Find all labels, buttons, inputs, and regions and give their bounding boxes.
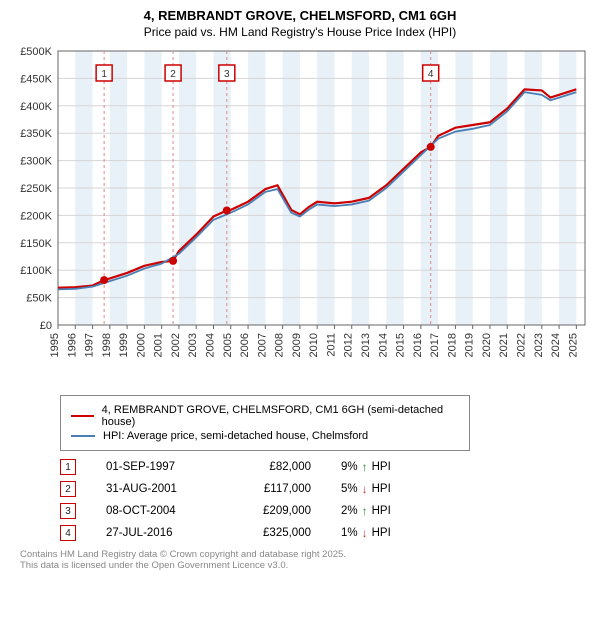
chart-title: 4, REMBRANDT GROVE, CHELMSFORD, CM1 6GH (10, 8, 590, 23)
svg-text:2017: 2017 (429, 333, 441, 357)
svg-text:1: 1 (101, 69, 107, 80)
svg-text:2012: 2012 (343, 333, 355, 357)
transaction-table: 1 01-SEP-1997 £82,000 9% ↑ HPI 2 31-AUG-2001 £11… (60, 459, 590, 541)
chart-area: £0 £50K £100K £150K £200K £250K £300K £350K £400… (10, 45, 590, 385)
footer-attribution: Contains HM Land Registry data © Crown c… (20, 549, 590, 571)
svg-text:4: 4 (428, 69, 434, 80)
legend-label: HPI: Average price, semi-detached house,… (103, 430, 368, 442)
svg-text:£150K: £150K (20, 238, 52, 250)
hpi-label: HPI (372, 461, 391, 473)
legend-swatch (71, 435, 95, 437)
svg-text:2007: 2007 (256, 333, 268, 357)
svg-text:1995: 1995 (49, 333, 61, 357)
svg-text:2014: 2014 (377, 333, 389, 357)
transaction-date: 08-OCT-2004 (106, 505, 206, 517)
chart-subtitle: Price paid vs. HM Land Registry's House … (10, 25, 590, 39)
svg-text:£400K: £400K (20, 101, 52, 113)
svg-text:2023: 2023 (533, 333, 545, 357)
hpi-label: HPI (372, 505, 391, 517)
svg-text:£50K: £50K (26, 293, 52, 305)
transaction-row: 1 01-SEP-1997 £82,000 9% ↑ HPI (60, 459, 590, 475)
transaction-hpi: 1% ↓ HPI (341, 526, 391, 540)
transaction-price: £82,000 (236, 461, 311, 473)
transaction-row: 4 27-JUL-2016 £325,000 1% ↓ HPI (60, 525, 590, 541)
svg-text:2018: 2018 (446, 333, 458, 357)
transaction-row: 2 31-AUG-2001 £117,000 5% ↓ HPI (60, 481, 590, 497)
svg-text:2: 2 (170, 69, 176, 80)
legend: 4, REMBRANDT GROVE, CHELMSFORD, CM1 6GH … (60, 395, 470, 451)
transaction-hpi: 5% ↓ HPI (341, 482, 391, 496)
transaction-price: £325,000 (236, 527, 311, 539)
svg-text:2001: 2001 (153, 333, 165, 357)
svg-text:2011: 2011 (325, 333, 337, 357)
arrow-down-icon: ↓ (362, 482, 368, 496)
svg-text:2006: 2006 (239, 333, 251, 357)
svg-text:£350K: £350K (20, 128, 52, 140)
legend-item: HPI: Average price, semi-detached house,… (71, 430, 459, 442)
transaction-date: 31-AUG-2001 (106, 483, 206, 495)
transaction-row: 3 08-OCT-2004 £209,000 2% ↑ HPI (60, 503, 590, 519)
transaction-marker: 2 (60, 481, 76, 497)
svg-text:1999: 1999 (118, 333, 130, 357)
svg-text:£500K: £500K (20, 46, 52, 58)
transaction-date: 27-JUL-2016 (106, 527, 206, 539)
footer-line-2: This data is licensed under the Open Gov… (20, 560, 590, 571)
svg-text:2004: 2004 (205, 333, 217, 357)
transaction-marker: 3 (60, 503, 76, 519)
svg-text:2000: 2000 (135, 333, 147, 357)
transaction-marker: 1 (60, 459, 76, 475)
svg-text:2024: 2024 (550, 333, 562, 357)
svg-text:£250K: £250K (20, 183, 52, 195)
svg-text:1996: 1996 (66, 333, 78, 357)
arrow-up-icon: ↑ (362, 504, 368, 518)
svg-text:2005: 2005 (222, 333, 234, 357)
svg-text:2002: 2002 (170, 333, 182, 357)
svg-text:2003: 2003 (187, 333, 199, 357)
transaction-price: £209,000 (236, 505, 311, 517)
hpi-percent: 9% (341, 461, 358, 473)
svg-text:£200K: £200K (20, 210, 52, 222)
arrow-down-icon: ↓ (362, 526, 368, 540)
svg-text:£300K: £300K (20, 156, 52, 168)
svg-text:2022: 2022 (516, 333, 528, 357)
svg-text:2021: 2021 (498, 333, 510, 357)
legend-label: 4, REMBRANDT GROVE, CHELMSFORD, CM1 6GH … (102, 404, 459, 428)
transaction-price: £117,000 (236, 483, 311, 495)
footer-line-1: Contains HM Land Registry data © Crown c… (20, 549, 590, 560)
title-block: 4, REMBRANDT GROVE, CHELMSFORD, CM1 6GH … (10, 8, 590, 39)
svg-text:£450K: £450K (20, 73, 52, 85)
svg-text:2013: 2013 (360, 333, 372, 357)
transaction-hpi: 2% ↑ HPI (341, 504, 391, 518)
hpi-label: HPI (372, 483, 391, 495)
transaction-date: 01-SEP-1997 (106, 461, 206, 473)
legend-item: 4, REMBRANDT GROVE, CHELMSFORD, CM1 6GH … (71, 404, 459, 428)
svg-text:2020: 2020 (481, 333, 493, 357)
svg-text:2010: 2010 (308, 333, 320, 357)
hpi-percent: 1% (341, 527, 358, 539)
line-chart: £0 £50K £100K £150K £200K £250K £300K £350K £400… (10, 45, 590, 385)
svg-text:3: 3 (224, 69, 230, 80)
transaction-marker: 4 (60, 525, 76, 541)
transaction-hpi: 9% ↑ HPI (341, 460, 391, 474)
svg-text:2008: 2008 (274, 333, 286, 357)
hpi-percent: 2% (341, 505, 358, 517)
legend-swatch (71, 415, 94, 417)
svg-text:£100K: £100K (20, 265, 52, 277)
svg-text:£0: £0 (40, 320, 52, 332)
svg-text:1998: 1998 (101, 333, 113, 357)
svg-text:2009: 2009 (291, 333, 303, 357)
arrow-up-icon: ↑ (362, 460, 368, 474)
svg-text:2015: 2015 (395, 333, 407, 357)
svg-text:1997: 1997 (84, 333, 96, 357)
svg-text:2016: 2016 (412, 333, 424, 357)
svg-text:2019: 2019 (464, 333, 476, 357)
svg-text:2025: 2025 (567, 333, 579, 357)
hpi-label: HPI (372, 527, 391, 539)
hpi-percent: 5% (341, 483, 358, 495)
